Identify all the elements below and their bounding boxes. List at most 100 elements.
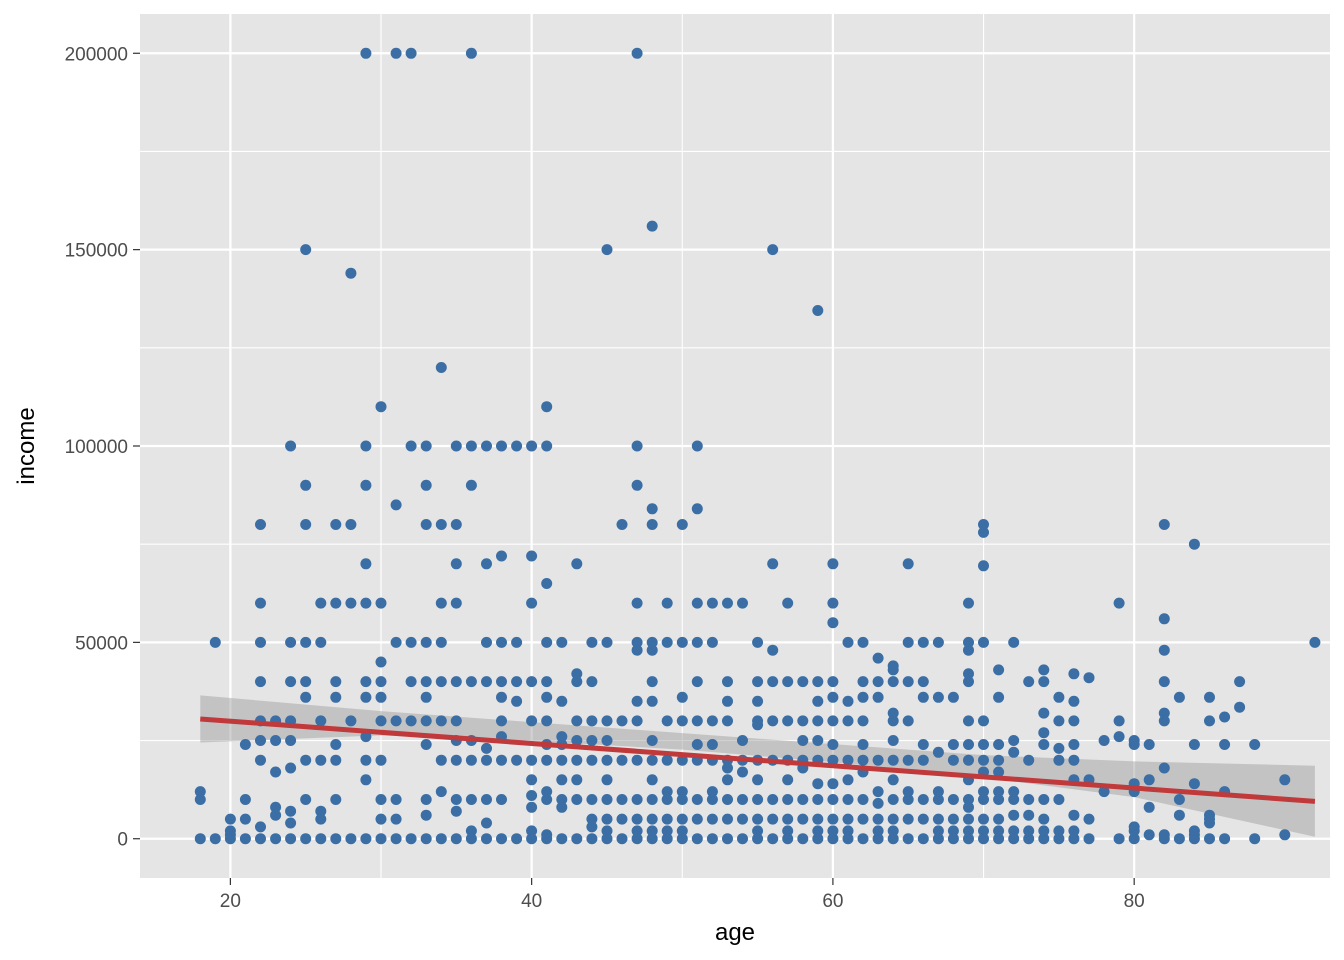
points-layer [194, 47, 1321, 845]
data-point [255, 519, 266, 530]
data-point [842, 813, 854, 825]
data-point [1083, 813, 1095, 825]
data-point [1038, 676, 1050, 688]
data-point [631, 597, 643, 609]
data-point [661, 786, 673, 798]
data-point [706, 636, 718, 648]
data-point [1249, 739, 1261, 750]
data-point [857, 691, 869, 703]
data-point [586, 735, 598, 746]
data-point [722, 774, 733, 786]
data-point [963, 754, 974, 766]
data-point [420, 691, 432, 703]
data-point [917, 754, 929, 766]
data-point [676, 813, 688, 825]
data-point [827, 833, 839, 845]
data-point [706, 715, 718, 727]
data-point [1113, 833, 1125, 845]
data-point [420, 440, 432, 452]
data-point [571, 774, 583, 786]
data-point [767, 813, 779, 825]
data-point [586, 676, 598, 688]
data-point [842, 833, 854, 845]
data-point [1038, 813, 1050, 825]
data-point [345, 519, 357, 530]
data-point [420, 479, 432, 491]
data-point [827, 813, 839, 825]
data-point [194, 786, 206, 798]
data-point [1204, 715, 1215, 727]
data-point [872, 825, 884, 837]
data-point [827, 617, 839, 629]
data-point [345, 267, 357, 279]
data-point [932, 691, 944, 703]
data-point [978, 560, 989, 572]
data-point [722, 833, 733, 845]
data-point [631, 833, 643, 845]
data-point [676, 786, 688, 798]
data-point [375, 715, 387, 727]
data-point [315, 754, 327, 766]
data-point [1053, 742, 1065, 754]
data-point [1023, 833, 1035, 845]
data-point [285, 833, 297, 845]
data-point [300, 691, 312, 703]
data-point [375, 691, 387, 703]
data-point [616, 794, 628, 805]
data-point [691, 636, 703, 648]
data-point [722, 762, 733, 774]
data-point [465, 440, 477, 452]
data-point [737, 794, 748, 805]
data-point [285, 762, 297, 774]
data-point [586, 813, 598, 825]
data-point [1158, 829, 1170, 841]
data-point [857, 636, 869, 648]
y-tick-label: 200000 [65, 44, 128, 65]
data-point [541, 691, 553, 703]
data-point [224, 813, 236, 825]
data-point [405, 440, 417, 452]
data-point [932, 813, 944, 825]
data-point [465, 47, 477, 59]
data-point [556, 695, 568, 707]
data-point [887, 794, 899, 805]
data-point [526, 550, 538, 562]
data-point [450, 440, 462, 452]
data-point [239, 813, 251, 825]
data-point [827, 794, 839, 805]
data-point [676, 691, 688, 703]
data-point [857, 794, 869, 805]
data-point [963, 813, 974, 825]
data-point [902, 794, 914, 805]
data-point [978, 813, 989, 825]
data-point [706, 597, 718, 609]
data-point [1038, 833, 1050, 845]
data-point [797, 813, 809, 825]
data-point [963, 825, 974, 837]
data-point [827, 778, 839, 790]
data-point [360, 597, 372, 609]
data-point [691, 440, 703, 452]
data-point [1068, 833, 1080, 845]
data-point [812, 794, 824, 805]
data-point [827, 597, 839, 609]
data-point [932, 794, 944, 805]
data-point [1083, 833, 1095, 845]
data-point [993, 739, 1005, 750]
data-point [330, 597, 342, 609]
data-point [571, 558, 583, 570]
data-point [691, 794, 703, 805]
data-point [1008, 746, 1020, 758]
data-point [1234, 701, 1246, 713]
data-point [752, 676, 764, 688]
data-point [1023, 754, 1035, 766]
data-point [345, 597, 357, 609]
data-point [902, 754, 914, 766]
y-tick-label: 150000 [65, 241, 128, 262]
data-point [601, 813, 613, 825]
data-point [947, 833, 959, 845]
data-point [767, 244, 779, 256]
data-point [601, 244, 613, 256]
data-point [827, 715, 839, 727]
data-point [450, 794, 462, 805]
